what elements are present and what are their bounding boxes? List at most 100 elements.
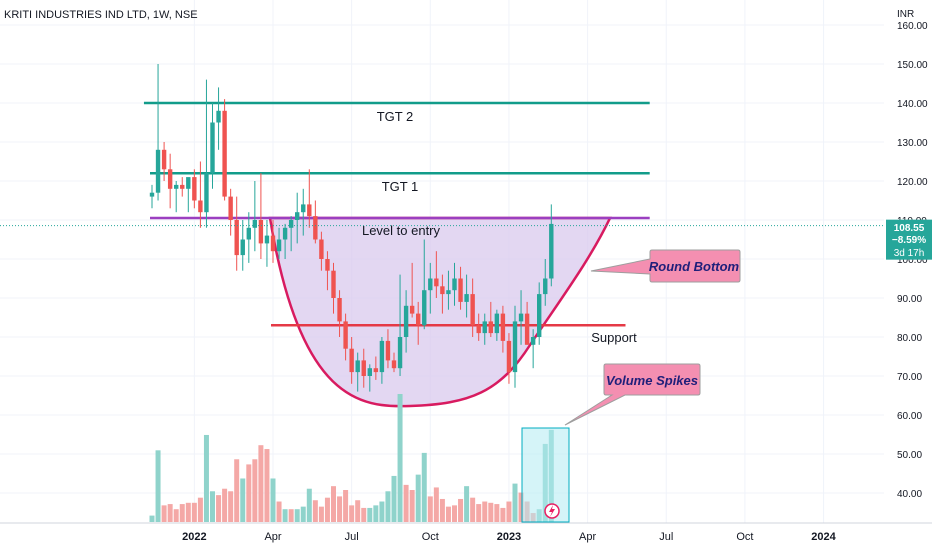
volume-bar: [270, 478, 276, 522]
price-tick-label: 90.00: [897, 294, 922, 305]
volume-bar: [355, 500, 361, 522]
volume-bar: [367, 507, 373, 522]
candle-body: [543, 278, 548, 295]
candle-body: [313, 216, 318, 240]
currency-label: INR: [897, 9, 914, 20]
volume-bar: [512, 483, 518, 522]
volume-bar: [500, 507, 506, 522]
candle-body: [240, 239, 245, 256]
candle-body: [434, 278, 439, 287]
volume-bar: [197, 497, 203, 522]
time-axis[interactable]: 2022 Apr Jul Oct 2023 Apr Jul Oct 2024: [182, 531, 837, 543]
candle-body: [167, 169, 173, 189]
volume-bar: [167, 504, 173, 522]
volume-bar: [427, 496, 433, 522]
entry-label: Level to entry: [362, 223, 441, 238]
volume-bar: [488, 502, 494, 522]
volume-bar: [306, 488, 312, 522]
tgt1-label: TGT 1: [382, 179, 419, 194]
candle-body: [270, 235, 276, 252]
candle-body: [452, 278, 457, 291]
volume-bar: [349, 505, 355, 522]
candle-body: [488, 321, 493, 334]
candle-body: [149, 192, 155, 197]
candle-body: [246, 227, 251, 240]
candle-body: [234, 220, 239, 256]
volume-bar: [173, 509, 179, 522]
candle-body: [180, 184, 185, 189]
candle-body: [288, 220, 294, 228]
candle-body: [379, 340, 385, 373]
support-label: Support: [591, 330, 637, 345]
candle-body: [186, 177, 191, 189]
candle-body: [506, 340, 512, 373]
candle-body: [282, 227, 288, 240]
volume-spike-box: [521, 427, 570, 523]
tgt2-label: TGT 2: [377, 109, 414, 124]
candle-body: [373, 368, 379, 373]
round-bottom-text: Round Bottom: [649, 259, 740, 274]
level-lines: [143, 101, 650, 327]
time-tick-label: Oct: [736, 531, 753, 543]
volume-bar: [240, 478, 246, 522]
price-tick-label: 40.00: [897, 489, 922, 500]
candle-body: [155, 149, 161, 193]
volume-spikes-text: Volume Spikes: [606, 373, 698, 388]
volume-bar: [385, 491, 391, 522]
volume-bar: [288, 509, 294, 522]
candle-body: [549, 223, 554, 279]
volume-bar: [149, 515, 155, 522]
time-tick-label: 2023: [497, 531, 521, 543]
price-tick-label: 80.00: [897, 333, 922, 344]
last-price-change: −8.59%: [892, 235, 926, 246]
round-bottom-callout[interactable]: Round Bottom: [590, 249, 741, 283]
price-axis[interactable]: 40.0050.0060.0070.0080.0090.00100.00110.…: [897, 21, 928, 500]
volume-bar: [179, 504, 185, 522]
candle-body: [518, 313, 524, 322]
volume-bar: [228, 491, 234, 522]
volume-bar: [294, 509, 300, 522]
candle-body: [331, 270, 336, 298]
volume-bar: [185, 502, 191, 522]
volume-bar: [222, 488, 228, 522]
candle-body: [210, 122, 215, 174]
price-tick-label: 70.00: [897, 372, 922, 383]
volume-bar: [397, 394, 403, 522]
candle-body: [252, 220, 258, 228]
volume-bar: [258, 445, 264, 522]
volume-bar: [203, 434, 209, 522]
candle-body: [343, 321, 348, 349]
price-tick-label: 100.00: [897, 255, 928, 266]
volume-bar: [252, 459, 258, 522]
lightning-icon[interactable]: [544, 503, 560, 519]
candle-body: [464, 294, 469, 302]
volume-bar: [433, 487, 439, 522]
candle-body: [319, 239, 324, 259]
time-tick-label: 2022: [182, 531, 206, 543]
candle-body: [349, 348, 354, 373]
volume-spikes-callout[interactable]: Volume Spikes: [564, 363, 701, 426]
volume-bar: [161, 505, 167, 522]
candle-body: [446, 290, 451, 295]
price-tick-label: 160.00: [897, 21, 928, 32]
volume-bar: [216, 495, 222, 522]
candle-body: [537, 294, 542, 337]
symbol-title[interactable]: KRITI INDUSTRIES IND LTD, 1W, NSE: [4, 9, 198, 21]
volume-bar: [494, 504, 500, 522]
candle-body: [355, 360, 360, 373]
volume-bar: [318, 506, 324, 522]
candle-body: [174, 184, 179, 189]
volume-bar: [210, 491, 215, 522]
candle-body: [403, 305, 409, 337]
volume-bar: [506, 501, 512, 522]
candle-body: [228, 196, 233, 220]
candle-body: [301, 204, 306, 213]
time-tick-label: Apr: [579, 531, 596, 543]
price-tick-label: 60.00: [897, 411, 922, 422]
candle-body: [222, 110, 227, 197]
volume-bar: [470, 497, 476, 522]
volume-bar: [476, 504, 482, 522]
candle-body: [192, 177, 197, 201]
